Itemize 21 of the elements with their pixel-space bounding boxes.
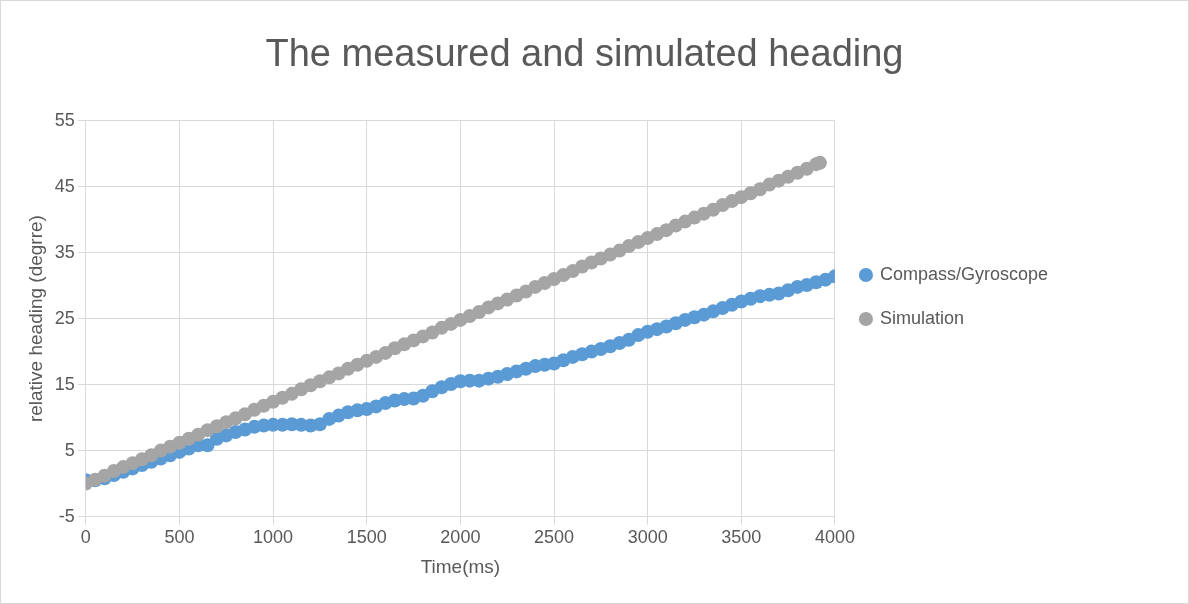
- y-axis-title: relative heading (degrre): [24, 215, 46, 423]
- legend-label: Simulation: [879, 307, 964, 328]
- x-tick-label: 3000: [627, 527, 668, 548]
- x-axis-title: Time(ms): [420, 555, 501, 577]
- x-tick-label: 1500: [346, 527, 387, 548]
- x-tick-label: 2500: [533, 527, 575, 548]
- x-tick-label: 2000: [440, 527, 481, 548]
- legend-label: Compass/Gyroscope: [879, 263, 1049, 284]
- y-tick-label: 35: [54, 241, 75, 262]
- y-tick-label: 45: [54, 175, 75, 196]
- y-tick-label: 55: [54, 109, 75, 130]
- y-tick-label: -5: [58, 505, 75, 526]
- x-tick-label: 500: [164, 527, 195, 548]
- y-tick-label: 25: [54, 307, 75, 328]
- x-tick-label: 4000: [814, 527, 855, 548]
- chart-title: The measured and simulated heading: [265, 32, 904, 75]
- x-tick-label: 3500: [721, 527, 762, 548]
- x-tick-label: 0: [80, 527, 91, 548]
- y-tick-label: 5: [64, 439, 75, 460]
- x-tick-label: 1000: [253, 527, 294, 548]
- y-tick-label: 15: [54, 373, 75, 394]
